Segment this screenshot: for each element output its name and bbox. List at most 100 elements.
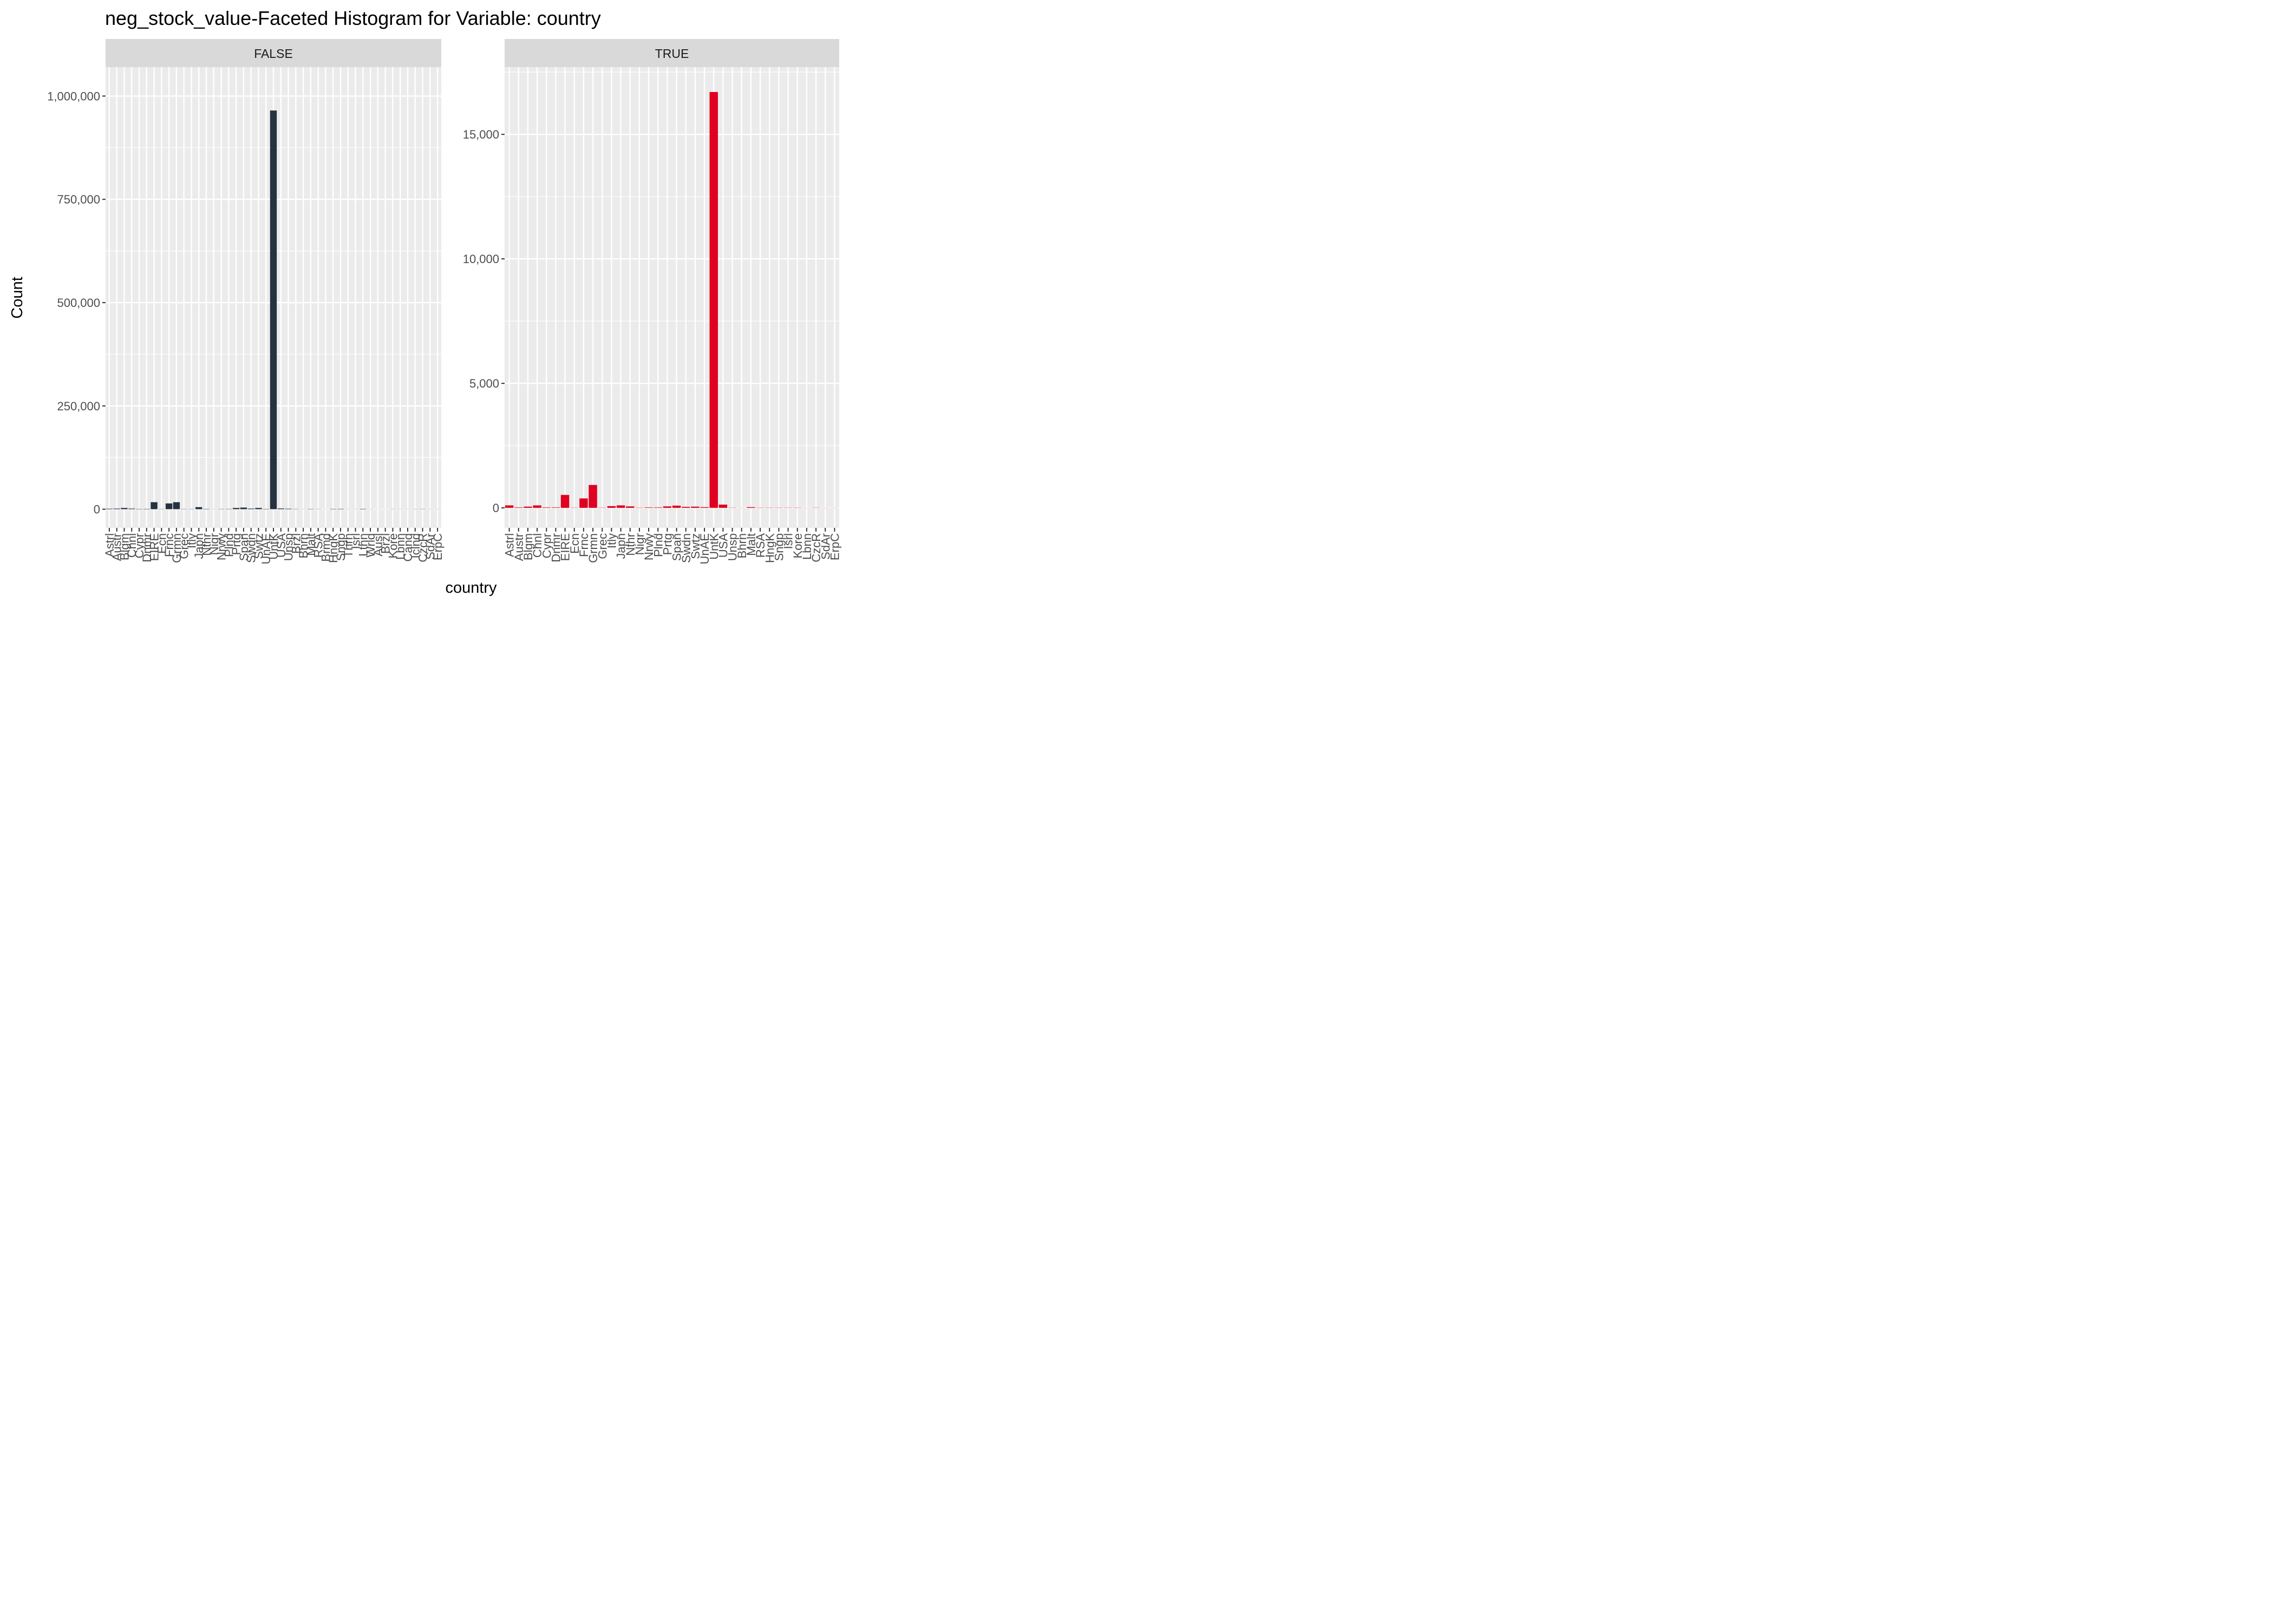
x-tick-label: Prtg xyxy=(230,533,243,555)
bar-usa xyxy=(277,508,284,509)
y-tick-label: 500,000 xyxy=(57,296,100,310)
x-tick-label: SdAr xyxy=(423,533,437,560)
bar-swdn xyxy=(682,507,690,508)
facet-strip-label: FALSE xyxy=(254,47,293,61)
bar-chnl xyxy=(533,505,541,508)
x-tick-label: Malt xyxy=(304,533,318,556)
bar-prtg xyxy=(232,508,240,509)
chart-title: neg_stock_value-Faceted Histogram for Va… xyxy=(105,7,601,29)
y-tick-label: 750,000 xyxy=(57,193,100,206)
x-tick-label: Wrld xyxy=(364,533,377,558)
x-tick-label: Nrwy xyxy=(215,533,228,560)
panel-true: 0 5,000 10,000 15,000 AstrlAustrBlgmChnlCypr… xyxy=(463,39,841,564)
bar-usa xyxy=(718,505,728,508)
x-tick-label: Nigr xyxy=(633,533,646,555)
y-tick-label: 0 xyxy=(94,503,100,516)
x-tick-label: USA xyxy=(716,533,730,558)
panel-false: 0 250,000 500,000 750,000 1,000,000 AstrlAust… xyxy=(47,39,445,564)
bar-eire xyxy=(151,502,158,509)
x-tick-label: Lthn xyxy=(356,533,370,556)
facet-strip xyxy=(106,39,441,67)
x-tick-label: Brmd xyxy=(319,533,332,562)
bar-blgm xyxy=(121,508,128,509)
x-tick-label: Austr xyxy=(512,533,526,561)
x-tick-label: Bhrn xyxy=(297,533,310,558)
x-tick-label: EIRE xyxy=(148,533,161,561)
x-tick-label: Prtg xyxy=(661,533,674,555)
x-tick-label: Bhrn xyxy=(735,533,749,558)
x-tick-label: Nthr xyxy=(200,533,213,556)
bar-itly xyxy=(607,506,616,508)
bar-span xyxy=(672,506,681,508)
x-tick-label: Unsp xyxy=(282,533,296,561)
x-tick-label: Malt xyxy=(744,533,758,556)
x-tick-label: Cypr xyxy=(133,533,146,558)
x-tick-label: Brzl xyxy=(289,533,303,554)
y-tick-label: 0 xyxy=(493,501,499,515)
x-tick-label: Ecn xyxy=(155,533,168,554)
x-tick-label: HngK xyxy=(326,533,340,563)
x-tick-label: Swtz xyxy=(252,533,265,559)
faceted-histogram: neg_stock_value-Faceted Histogram for Va… xyxy=(0,0,849,606)
bar-nrwy xyxy=(644,507,653,508)
x-tick-label: Plnd xyxy=(651,533,665,557)
x-tick-label: Grec xyxy=(596,533,609,559)
bar-grmn xyxy=(589,484,597,508)
y-tick-label: 5,000 xyxy=(469,377,499,390)
x-tick-label: Isrl xyxy=(349,533,363,549)
x-tick-label: Itly xyxy=(185,533,198,548)
y-tick-label: 10,000 xyxy=(463,252,499,266)
bar-nthr xyxy=(626,506,635,508)
x-tick-label: RSA xyxy=(312,533,325,558)
x-tick-label: USA xyxy=(275,533,288,558)
y-tick-label: 15,000 xyxy=(463,128,499,141)
x-tick-label: Nrwy xyxy=(642,533,656,560)
x-tick-label: ErpC xyxy=(431,533,445,560)
x-tick-label: Swtz xyxy=(689,533,702,559)
x-tick-label: Cand xyxy=(401,533,415,562)
x-tick-label: Grmn xyxy=(170,533,184,563)
x-tick-label: Astrl xyxy=(103,533,116,557)
x-tick-label: Ausl xyxy=(371,533,385,556)
x-tick-label: UntK xyxy=(267,533,280,560)
x-tick-label: RSA xyxy=(754,533,767,558)
bar-swtz xyxy=(691,506,700,508)
y-tick-label: 1,000,000 xyxy=(47,89,100,103)
x-tick-label: Kore xyxy=(791,533,805,558)
y-tick-label: 250,000 xyxy=(57,400,100,413)
x-tick-label: Blgm xyxy=(521,533,535,560)
x-tick-label: Iclnd xyxy=(409,533,422,558)
facet-strip xyxy=(505,39,839,67)
bar-frnc xyxy=(579,498,588,508)
x-tick-label: Sngp xyxy=(772,533,786,561)
x-tick-label: EIRE xyxy=(559,533,572,561)
x-tick-label: Swdn xyxy=(679,533,693,563)
x-tick-label: SdAr xyxy=(819,533,832,560)
x-tick-label: Chnl xyxy=(531,533,544,558)
x-tick-label: Itly xyxy=(605,533,618,548)
facet-strip-label: TRUE xyxy=(655,47,689,61)
x-tick-label: Span xyxy=(670,533,684,561)
x-tick-label: Frnc xyxy=(162,533,176,557)
x-tick-label: Lbnn xyxy=(800,533,814,560)
x-tick-label: Isrl xyxy=(782,533,795,549)
x-tick-label: Japn xyxy=(192,533,206,559)
x-tick-label: Dnmr xyxy=(140,533,154,562)
bar-austr xyxy=(514,507,523,508)
bar-frnc xyxy=(165,503,173,509)
x-tick-label: Thrn xyxy=(342,533,355,558)
x-tick-label: Japn xyxy=(615,533,628,559)
bar-dnmr xyxy=(551,507,560,508)
x-tick-label: ErpC xyxy=(828,533,841,560)
x-tick-label: CzcR xyxy=(416,533,430,562)
x-tick-label: Nigr xyxy=(207,533,221,555)
x-tick-label: CzcR xyxy=(809,533,823,562)
x-axis-title: country xyxy=(445,579,497,597)
bar-span xyxy=(240,507,247,509)
x-tick-label: Span xyxy=(237,533,251,561)
x-tick-label: Swdn xyxy=(245,533,258,563)
bar-malt xyxy=(747,507,755,508)
bar-grmn xyxy=(173,502,180,509)
x-tick-label: Lbnn xyxy=(394,533,407,560)
x-tick-label: Blgm xyxy=(117,533,131,560)
